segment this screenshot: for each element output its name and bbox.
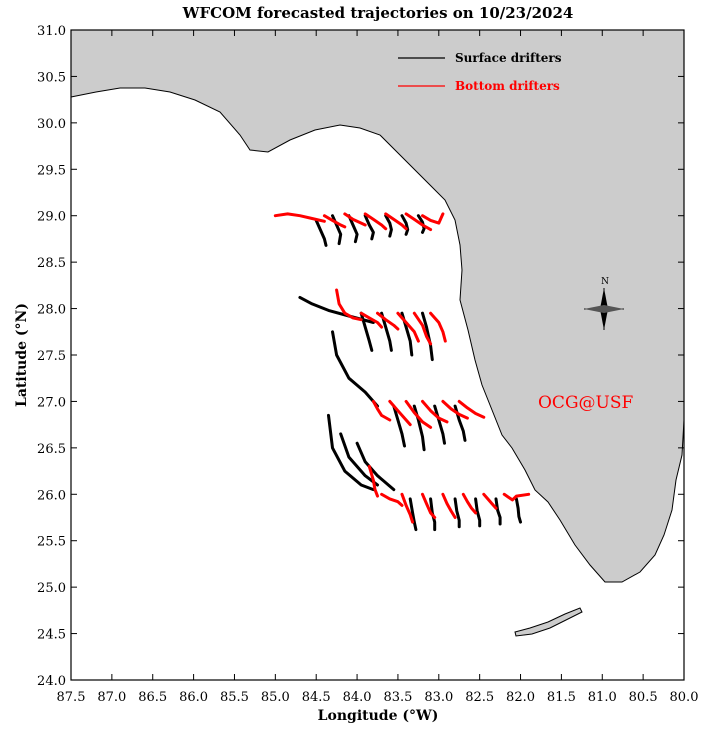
compass-n-label: N xyxy=(601,277,609,287)
bottom-drifter-track xyxy=(429,311,447,343)
y-tick-label: 26.0 xyxy=(37,488,66,503)
bottom-trajectories xyxy=(273,212,531,524)
x-tick-label: 80.5 xyxy=(629,690,658,705)
surface-drifter-track xyxy=(347,214,359,244)
y-axis: 31.0 30.5 30.0 29.5 29.0 28.5 28.0 27.5 27.0 26.5… xyxy=(37,24,684,689)
bottom-drifter-track xyxy=(412,311,433,346)
surface-drifter-track xyxy=(474,497,482,528)
bottom-drifter-track xyxy=(441,492,457,519)
bottom-drifter-track xyxy=(400,492,415,524)
surface-drifter-track xyxy=(380,311,393,352)
x-axis: 87.5 87.0 86.5 86.0 85.5 85.0 84.5 84.0 83.5 83.0… xyxy=(57,30,699,705)
y-tick-label: 26.5 xyxy=(37,442,66,457)
legend: Surface drifters Bottom drifters xyxy=(398,51,562,93)
surface-drifter-track xyxy=(453,497,461,529)
bottom-drifter-track xyxy=(376,311,400,331)
bottom-drifter-track xyxy=(359,311,384,329)
x-axis-title: Longitude (°W) xyxy=(318,708,439,724)
bottom-drifter-track xyxy=(421,212,445,225)
bottom-drifter-track xyxy=(441,399,469,420)
surface-drifter-track xyxy=(392,404,406,448)
surface-drifter-track xyxy=(408,497,418,532)
bottom-drifter-track xyxy=(421,399,449,424)
bottom-drifter-track xyxy=(421,492,437,519)
surface-drifter-track xyxy=(384,214,393,238)
x-tick-label: 84.0 xyxy=(343,690,372,705)
surface-drifter-track xyxy=(363,214,375,241)
ocg-usf-label: OCG@USF xyxy=(538,393,633,413)
bottom-drifter-track xyxy=(404,399,433,429)
y-tick-label: 25.5 xyxy=(37,535,66,550)
bottom-drifter-track xyxy=(388,399,412,427)
surface-drifter-track xyxy=(400,214,410,236)
x-tick-label: 81.5 xyxy=(547,690,576,705)
bottom-drifter-track xyxy=(343,212,367,227)
bottom-drifter-track xyxy=(367,464,379,498)
legend-surface-label: Surface drifters xyxy=(455,51,562,65)
y-tick-label: 27.0 xyxy=(37,395,66,410)
bottom-drifter-track xyxy=(380,492,404,507)
bottom-drifter-track xyxy=(396,311,420,343)
surface-drifter-track xyxy=(494,497,502,526)
bottom-drifter-track xyxy=(404,212,433,232)
x-tick-label: 87.0 xyxy=(97,690,126,705)
x-tick-label: 87.5 xyxy=(57,690,86,705)
y-tick-label: 29.0 xyxy=(37,210,66,225)
y-tick-label: 27.5 xyxy=(37,349,66,364)
x-tick-label: 85.5 xyxy=(220,690,249,705)
x-tick-label: 82.0 xyxy=(506,690,535,705)
surface-drifter-track xyxy=(421,311,434,362)
bottom-drifter-track xyxy=(322,214,347,229)
x-tick-label: 86.0 xyxy=(179,690,208,705)
bottom-drifter-track xyxy=(363,212,388,231)
y-tick-label: 29.5 xyxy=(37,163,66,178)
surface-drifter-track xyxy=(331,330,379,408)
x-tick-label: 86.5 xyxy=(138,690,167,705)
land-layer xyxy=(70,29,685,637)
x-tick-label: 83.0 xyxy=(424,690,453,705)
y-tick-label: 25.0 xyxy=(37,581,66,596)
florida-land xyxy=(70,29,685,583)
y-tick-label: 31.0 xyxy=(37,24,66,39)
y-tick-label: 24.5 xyxy=(37,628,66,643)
chart-title: WFCOM forecasted trajectories on 10/23/2… xyxy=(182,4,574,22)
bottom-drifter-track xyxy=(461,492,478,515)
x-tick-label: 81.0 xyxy=(588,690,617,705)
y-tick-label: 28.0 xyxy=(37,303,66,318)
legend-bottom-label: Bottom drifters xyxy=(455,79,560,93)
bottom-drifter-track xyxy=(371,399,392,422)
surface-drifter-track xyxy=(514,497,522,524)
y-axis-title: Latitude (°N) xyxy=(14,303,30,407)
surface-drifter-track xyxy=(433,404,446,445)
y-tick-label: 30.5 xyxy=(37,70,66,85)
bottom-drifter-track xyxy=(384,212,408,231)
y-tick-label: 24.0 xyxy=(37,674,66,689)
x-tick-label: 85.0 xyxy=(261,690,290,705)
y-tick-label: 30.0 xyxy=(37,117,66,132)
surface-drifter-track xyxy=(314,218,328,247)
florida-keys xyxy=(514,607,583,637)
compass-rose-icon: N xyxy=(584,277,624,330)
x-tick-label: 84.5 xyxy=(302,690,331,705)
y-tick-label: 28.5 xyxy=(37,256,66,271)
surface-drifter-track xyxy=(339,432,379,487)
surface-drifter-track xyxy=(359,311,374,352)
bottom-drifter-track xyxy=(482,492,498,510)
bottom-drifter-track xyxy=(502,492,531,502)
bottom-drifter-track xyxy=(335,288,363,322)
x-tick-label: 83.5 xyxy=(383,690,412,705)
bottom-drifter-track xyxy=(273,212,326,223)
x-tick-label: 80.0 xyxy=(670,690,699,705)
surface-drifter-track xyxy=(327,413,375,492)
bottom-drifter-track xyxy=(457,399,486,419)
x-tick-label: 82.5 xyxy=(465,690,494,705)
